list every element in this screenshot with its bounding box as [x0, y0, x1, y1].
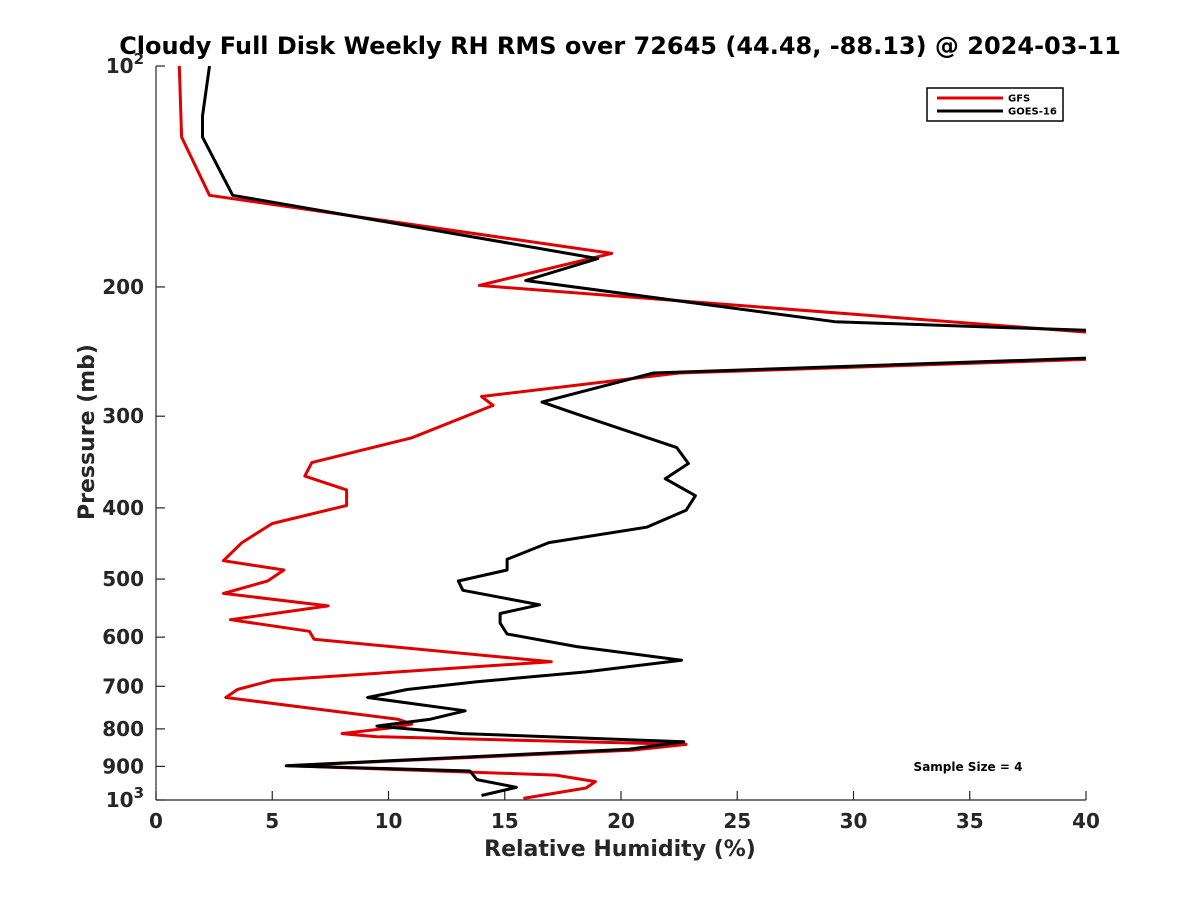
x-tick-label: 30: [840, 809, 868, 833]
y-tick-label: 700: [102, 674, 144, 698]
legend-box: [926, 87, 1064, 122]
legend-label: GOES-16: [1008, 107, 1057, 118]
y-tick-label: 500: [102, 567, 144, 591]
y-tick-label: 300: [102, 404, 144, 428]
sample-size-annotation: Sample Size = 4: [914, 760, 1023, 774]
series-line-goes-16: [201, 66, 1086, 797]
y-axis-label: Pressure (mb): [75, 344, 100, 520]
y-tick-label: 102: [106, 50, 144, 78]
y-tick-label: 200: [102, 275, 144, 299]
x-tick-label: 15: [491, 809, 519, 833]
y-tick-label: 103: [106, 784, 144, 812]
chart-title: Cloudy Full Disk Weekly RH RMS over 7264…: [119, 32, 1121, 60]
y-tick-label: 800: [102, 717, 144, 741]
series-line-gfs: [177, 66, 1086, 800]
x-tick-label: 40: [1072, 809, 1100, 833]
y-tick-label: 900: [102, 754, 144, 778]
x-tick-label: 35: [956, 809, 984, 833]
x-tick-label: 20: [607, 809, 635, 833]
legend: GFS GOES-16: [926, 87, 1064, 122]
y-tick-label: 600: [102, 625, 144, 649]
legend-label: GFS: [1008, 94, 1030, 105]
y-tick-label: 400: [102, 496, 144, 520]
x-tick-label: 5: [265, 809, 279, 833]
x-tick-label: 25: [723, 809, 751, 833]
x-axis-label: Relative Humidity (%): [484, 837, 756, 862]
x-tick-label: 10: [375, 809, 403, 833]
plot-area: 0 5 10 15 20 25 30 35 40 102 200 300 400 500 600 700 800…: [102, 50, 1100, 833]
x-tick-label: 0: [149, 809, 163, 833]
